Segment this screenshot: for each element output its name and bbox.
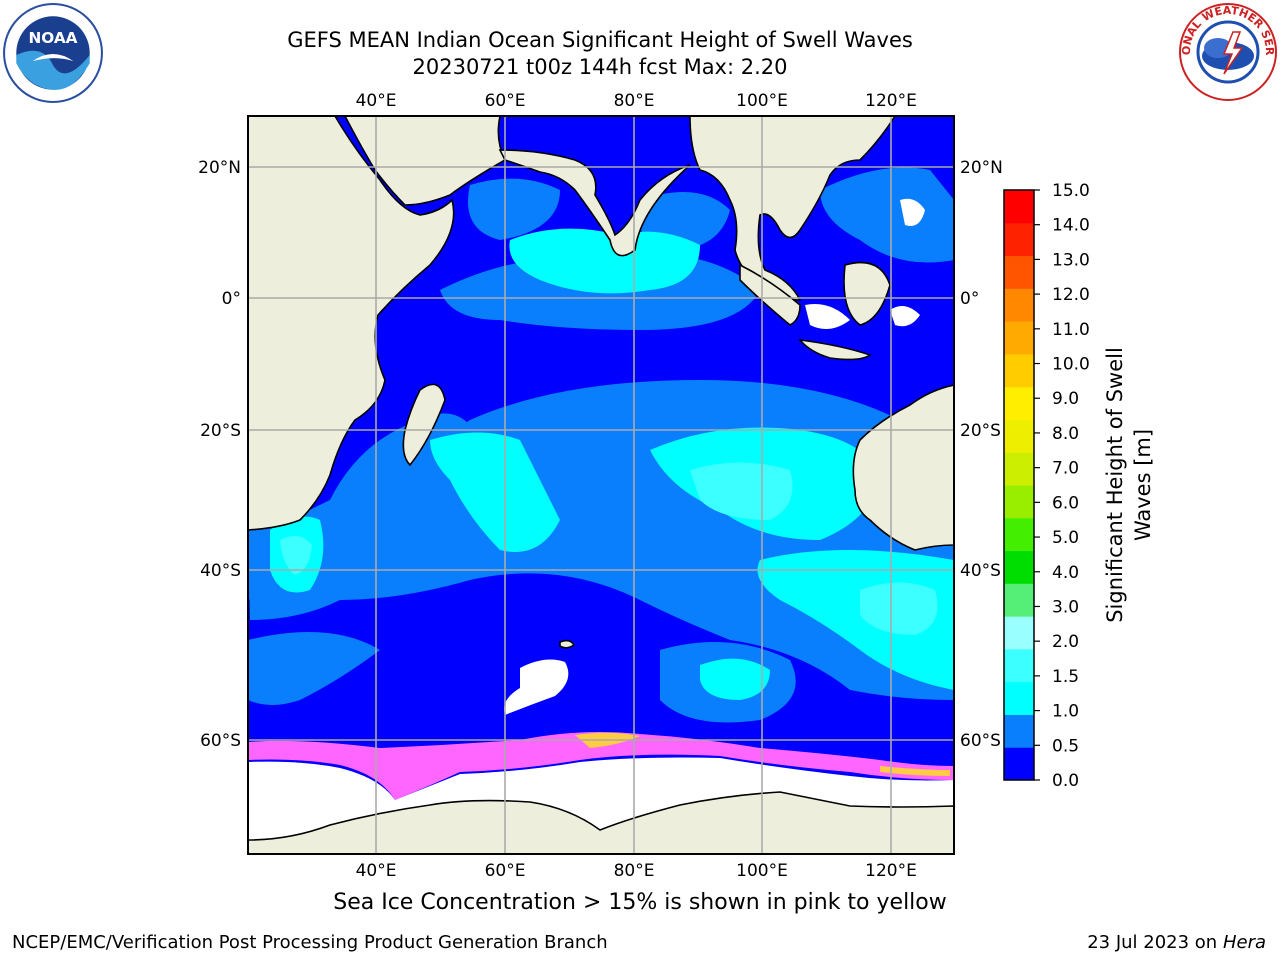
sea-ice-fringe-yellow xyxy=(575,732,950,776)
colorbar-tick-label-17: 15.0 xyxy=(1052,181,1090,201)
lat-tick-right-2: 20°S xyxy=(960,421,1001,441)
swell-band-1.0-1.5 xyxy=(270,228,954,701)
credit-date: 23 Jul 2023 on xyxy=(1087,932,1223,953)
noaa-logo: NOAA xyxy=(3,3,103,103)
madagascar xyxy=(402,383,446,467)
credit-left: NCEP/EMC/Verification Post Processing Pr… xyxy=(12,932,608,953)
lat-tick-left-0: 20°N xyxy=(198,158,241,178)
lat-tick-left-2: 20°S xyxy=(200,421,241,441)
lon-tick-top-2: 80°E xyxy=(614,91,655,111)
java xyxy=(798,338,872,361)
chart-subtitle: 20230721 t00z 144h fcst Max: 2.20 xyxy=(412,55,788,79)
land-masses xyxy=(248,116,954,854)
colorbar-segment-0 xyxy=(1004,747,1034,781)
borneo xyxy=(843,261,891,326)
colorbar-segment-5 xyxy=(1004,583,1034,617)
colorbar-segment-6 xyxy=(1004,550,1034,584)
colorbar-segment-16 xyxy=(1004,222,1034,257)
credit-right: 23 Jul 2023 on Hera xyxy=(1087,932,1266,953)
lat-tick-left-4: 60°S xyxy=(200,731,241,751)
lon-tick-bottom-1: 60°E xyxy=(485,861,526,881)
lon-ticks-bottom: 40°E 60°E 80°E 100°E 120°E xyxy=(356,861,917,881)
colorbar-tick-label-2: 1.0 xyxy=(1052,702,1079,722)
colorbar-segment-12 xyxy=(1004,353,1034,388)
kerguelen-island xyxy=(559,639,576,649)
colorbar-segment-10 xyxy=(1004,419,1034,453)
colorbar-tick-label-13: 11.0 xyxy=(1052,320,1090,340)
lat-tick-right-1: 0° xyxy=(960,289,979,309)
lon-tick-bottom-2: 80°E xyxy=(614,861,655,881)
lat-tick-right-3: 40°S xyxy=(960,561,1001,581)
indochina-malaysia xyxy=(689,116,896,301)
map-frame xyxy=(247,115,955,855)
colorbar-tick-label-16: 14.0 xyxy=(1052,216,1090,236)
antarctica xyxy=(248,791,954,854)
colorbar-segment-13 xyxy=(1004,321,1034,355)
graticule xyxy=(248,116,954,854)
lat-ticks-right: 20°N 0° 20°S 40°S 60°S xyxy=(960,158,1003,751)
lat-tick-right-4: 60°S xyxy=(960,731,1001,751)
lon-tick-bottom-3: 100°E xyxy=(736,861,788,881)
colorbar-segment-1 xyxy=(1004,714,1034,748)
colorbar-segment-3 xyxy=(1004,648,1034,683)
lon-tick-bottom-4: 120°E xyxy=(865,861,917,881)
colorbar-tick-label-0: 0.0 xyxy=(1052,771,1079,791)
colorbar-ticks: 0.0 0.5 1.0 1.5 2.0 3.0 4.0 5.0 6.0 7.0 8.0 9.0 10.0… xyxy=(1034,181,1090,791)
colorbar-segment-8 xyxy=(1004,485,1034,519)
colorbar-tick-label-1: 0.5 xyxy=(1052,736,1079,756)
sea-ice-fringe xyxy=(248,732,954,800)
swell-band-1.5-2.0 xyxy=(280,462,938,635)
colorbar-frame xyxy=(1003,189,1035,781)
colorbar-segment-2 xyxy=(1004,681,1034,715)
lon-ticks-top: 40°E 60°E 80°E 100°E 120°E xyxy=(356,91,917,111)
colorbar-tick-label-4: 2.0 xyxy=(1052,632,1079,652)
colorbar-tick-label-8: 6.0 xyxy=(1052,493,1079,513)
national-weather-service-logo: NATIONAL WEATHER SERVICE xyxy=(1178,2,1277,101)
kerguelen-ice xyxy=(504,659,569,715)
colorbar-segment-9 xyxy=(1004,452,1034,486)
colorbar-segment-15 xyxy=(1004,255,1034,289)
colorbar-segment-7 xyxy=(1004,517,1034,552)
maritime-islands-ice xyxy=(805,198,925,329)
colorbar-tick-label-6: 4.0 xyxy=(1052,563,1079,583)
india xyxy=(498,149,691,257)
colorbar-segment-14 xyxy=(1004,288,1034,322)
colorbar-label-line2: Waves [m] xyxy=(1131,429,1155,541)
colorbar-tick-label-9: 7.0 xyxy=(1052,459,1079,479)
map-plot-area xyxy=(248,116,954,854)
lat-ticks-left: 20°N 0° 20°S 40°S 60°S xyxy=(198,158,241,751)
lon-tick-top-1: 60°E xyxy=(485,91,526,111)
colorbar-segment-11 xyxy=(1004,386,1034,420)
colorbar-tick-label-12: 10.0 xyxy=(1052,355,1090,375)
lon-tick-top-3: 100°E xyxy=(736,91,788,111)
colorbar-tick-label-14: 12.0 xyxy=(1052,285,1090,305)
colorbar-tick-label-3: 1.5 xyxy=(1052,667,1079,687)
lat-tick-left-3: 40°S xyxy=(200,561,241,581)
africa xyxy=(248,116,455,531)
lon-tick-top-0: 40°E xyxy=(356,91,397,111)
sea-ice-footnote: Sea Ice Concentration > 15% is shown in … xyxy=(333,890,947,915)
chart-title: GEFS MEAN Indian Ocean Significant Heigh… xyxy=(287,28,913,52)
australia xyxy=(852,384,954,551)
colorbar-tick-label-5: 3.0 xyxy=(1052,597,1079,617)
lon-tick-bottom-0: 40°E xyxy=(356,861,397,881)
lat-tick-left-1: 0° xyxy=(222,289,241,309)
sumatra xyxy=(739,263,801,326)
lon-tick-top-4: 120°E xyxy=(865,91,917,111)
colorbar-tick-label-10: 8.0 xyxy=(1052,424,1079,444)
noaa-logo-text: NOAA xyxy=(28,29,77,47)
colorbar-tick-label-15: 13.0 xyxy=(1052,250,1090,270)
colorbar-segment-17 xyxy=(1004,190,1034,224)
colorbar-tick-label-7: 5.0 xyxy=(1052,528,1079,548)
colorbar xyxy=(1003,189,1035,781)
colorbar-label-line1: Significant Height of Swell xyxy=(1103,347,1127,623)
lat-tick-right-0: 20°N xyxy=(960,158,1003,178)
colorbar-segment-4 xyxy=(1004,616,1034,650)
colorbar-tick-label-11: 9.0 xyxy=(1052,389,1079,409)
credit-host: Hera xyxy=(1222,932,1266,953)
